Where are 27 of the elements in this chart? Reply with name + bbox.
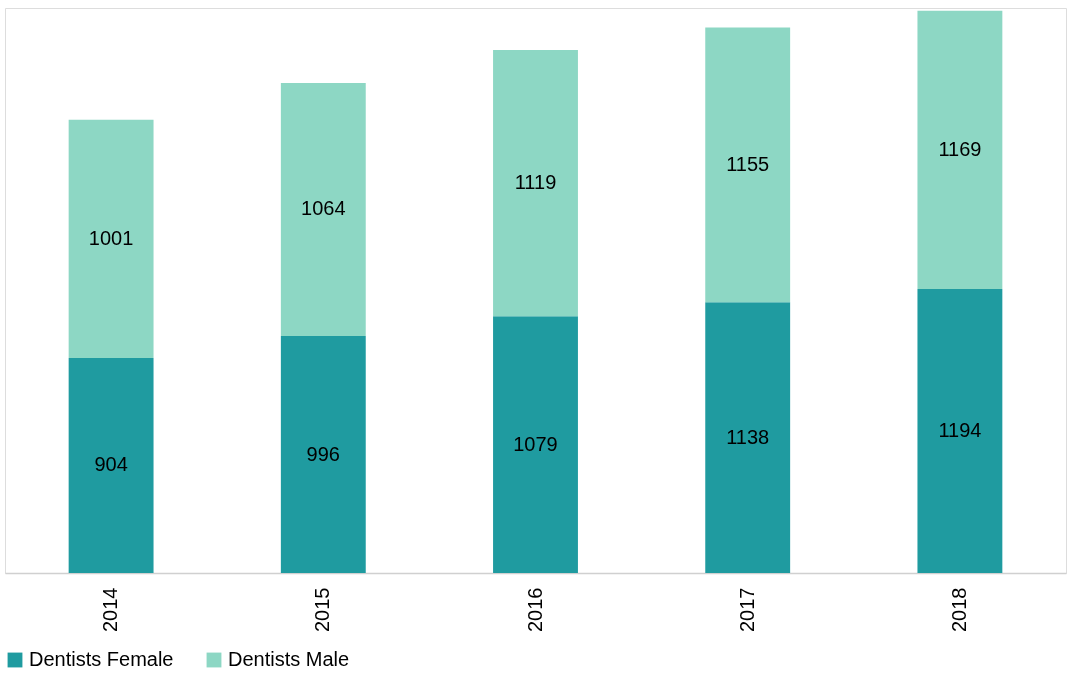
bar bbox=[705, 27, 791, 303]
bar bbox=[917, 10, 1003, 289]
legend-label: Dentists Female bbox=[29, 648, 174, 670]
legend-label: Dentists Male bbox=[228, 648, 350, 670]
x-tick-label: 2018 bbox=[947, 587, 970, 632]
bar bbox=[705, 302, 791, 573]
x-tick-label: 2017 bbox=[735, 587, 758, 632]
bar bbox=[68, 357, 154, 573]
bar bbox=[493, 50, 578, 317]
data-label: 1138 bbox=[726, 425, 770, 448]
data-label: 996 bbox=[306, 442, 340, 465]
bar bbox=[280, 82, 366, 337]
data-label: 1001 bbox=[88, 226, 134, 249]
x-tick-label: 2014 bbox=[99, 587, 122, 632]
data-label: 1194 bbox=[938, 418, 982, 441]
x-tick-label: 2016 bbox=[523, 587, 546, 632]
bar bbox=[493, 316, 578, 573]
x-tick-label: 2015 bbox=[311, 587, 334, 632]
data-label: 1155 bbox=[726, 152, 770, 175]
bar bbox=[68, 119, 154, 358]
data-label: 1119 bbox=[514, 171, 557, 194]
data-label: 1079 bbox=[513, 432, 558, 455]
data-label: 904 bbox=[94, 453, 128, 476]
data-label: 1169 bbox=[938, 137, 982, 160]
bar bbox=[280, 336, 366, 573]
data-label: 1064 bbox=[301, 197, 346, 220]
bar bbox=[917, 288, 1003, 573]
